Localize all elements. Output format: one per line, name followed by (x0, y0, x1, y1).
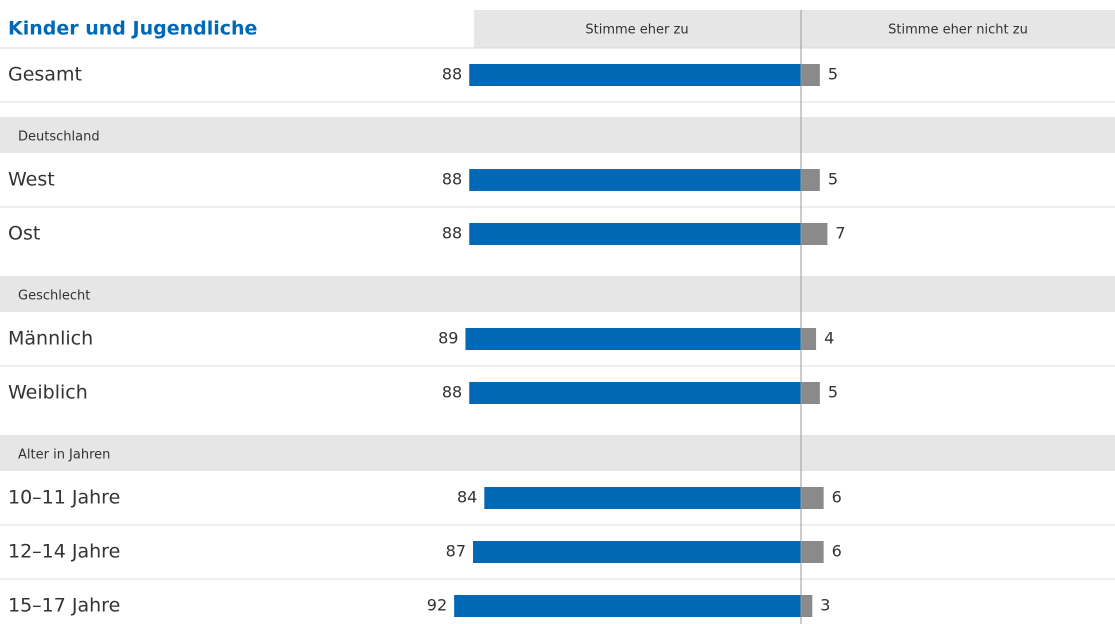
value-label: 84 (457, 488, 477, 507)
section-label: Deutschland (18, 130, 100, 145)
value-label: 4 (824, 329, 834, 348)
bar (801, 487, 824, 509)
column-header-band (474, 10, 1115, 48)
bar (469, 169, 801, 191)
value-label: 88 (442, 383, 462, 402)
column-header: Stimme eher zu (585, 23, 688, 38)
bar (801, 169, 820, 191)
category-label: Männlich (8, 328, 93, 350)
chart-title: Kinder und Jugendliche (8, 18, 257, 40)
value-label: 87 (446, 542, 466, 561)
bar (454, 595, 801, 617)
value-label: 5 (828, 65, 838, 84)
section-band (0, 435, 1115, 471)
value-label: 88 (442, 224, 462, 243)
category-label: 10–11 Jahre (8, 487, 120, 509)
category-label: 15–17 Jahre (8, 595, 120, 617)
bar (801, 382, 820, 404)
bar (801, 328, 817, 350)
bar (484, 487, 801, 509)
category-label: Weiblich (8, 382, 88, 404)
bar (801, 223, 828, 245)
value-label: 89 (438, 329, 458, 348)
section-label: Alter in Jahren (18, 448, 110, 463)
category-label: Gesamt (8, 64, 82, 86)
value-label: 7 (835, 224, 845, 243)
value-label: 88 (442, 65, 462, 84)
category-label: 12–14 Jahre (8, 541, 120, 563)
bar (469, 64, 801, 86)
bar (801, 64, 820, 86)
value-label: 88 (442, 170, 462, 189)
section-band (0, 276, 1115, 312)
bar (473, 541, 801, 563)
bar (465, 328, 801, 350)
column-header: Stimme eher nicht zu (888, 23, 1028, 38)
section-label: Geschlecht (18, 289, 90, 304)
category-label: Ost (8, 223, 40, 245)
bar (801, 595, 813, 617)
value-label: 5 (828, 170, 838, 189)
bar (469, 223, 801, 245)
value-label: 6 (832, 488, 842, 507)
value-label: 5 (828, 383, 838, 402)
value-label: 6 (832, 542, 842, 561)
section-band (0, 117, 1115, 153)
value-label: 3 (820, 596, 830, 615)
bar (801, 541, 824, 563)
bar (469, 382, 801, 404)
value-label: 92 (427, 596, 447, 615)
category-label: West (8, 169, 55, 191)
